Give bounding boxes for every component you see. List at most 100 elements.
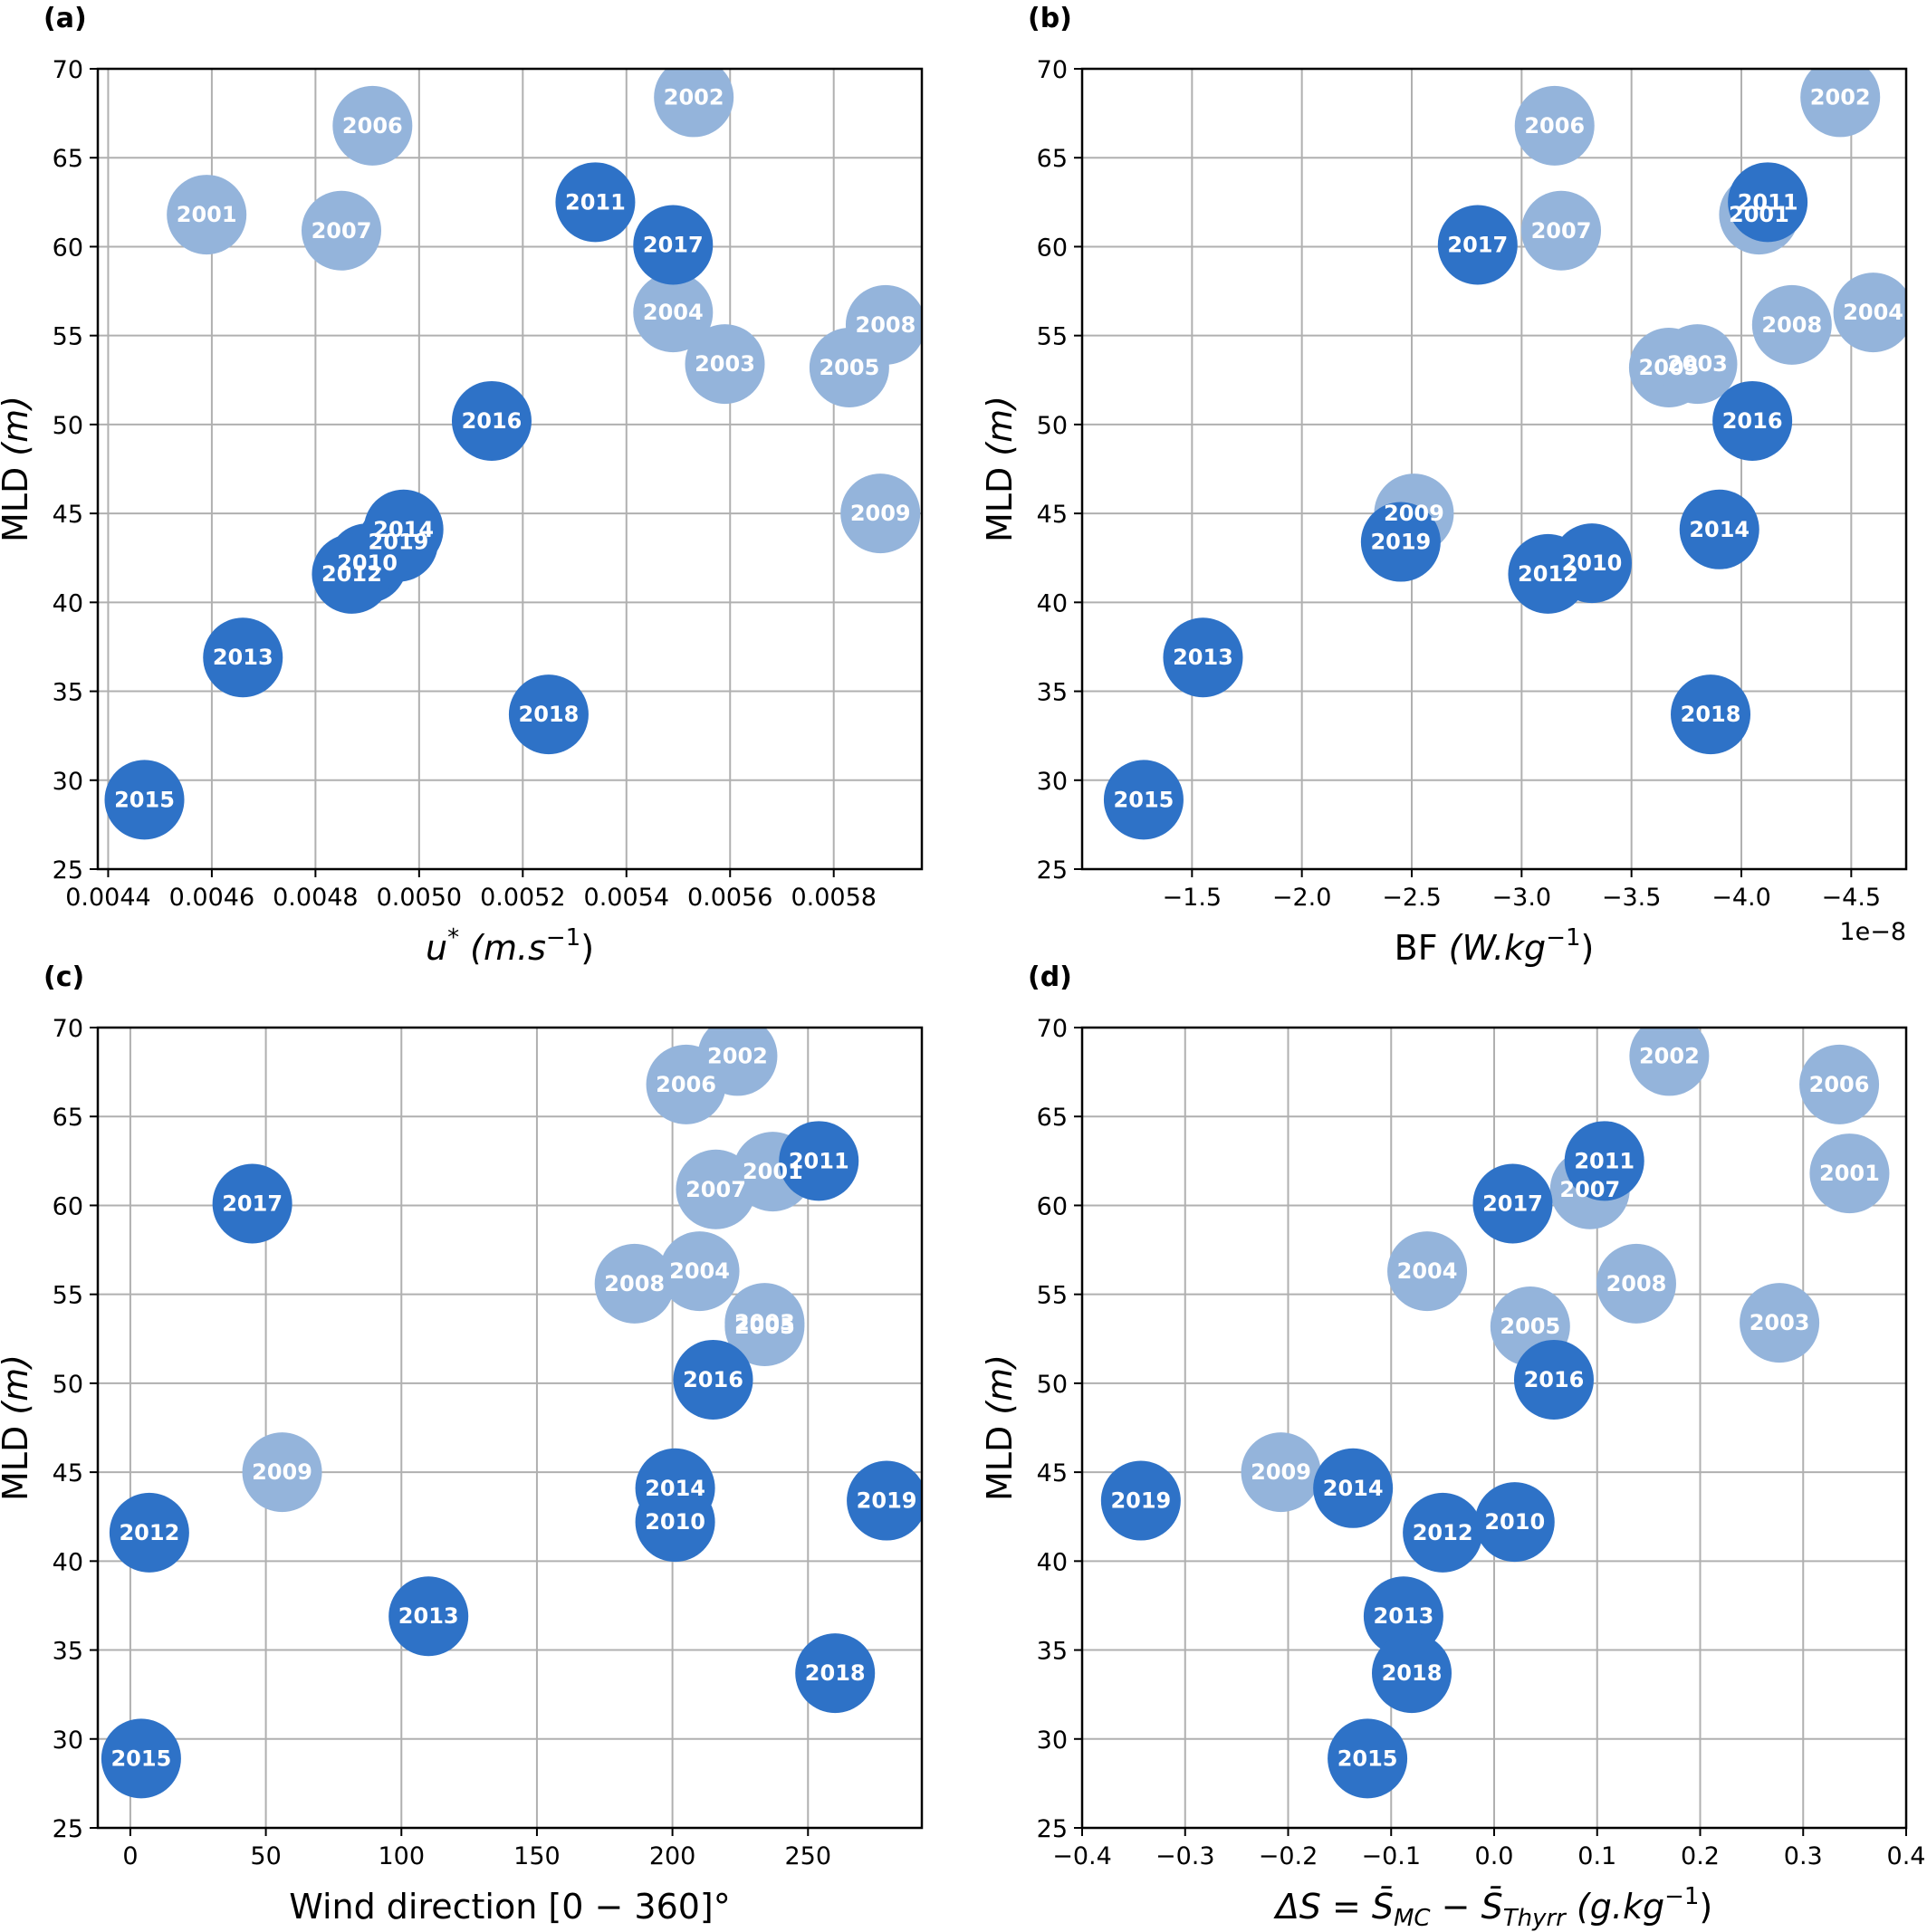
point-2008: [1751, 284, 1832, 365]
panel-d: 2002 2006 2001 2007 2004 2008 2005 2003 2009 2011…: [980, 961, 1925, 1932]
plot-frame: [96, 1026, 924, 1830]
panel-a: 2001 2006 2007 2002 2004 2003 2005 2008 2009 2011…: [0, 3, 924, 968]
y-tick-label: 50: [1037, 412, 1068, 440]
point-2001: [167, 175, 247, 255]
x-tick-label: 250: [785, 1842, 832, 1870]
point-label-2005: 2005: [1500, 1314, 1560, 1339]
point-label-2017: 2017: [1482, 1191, 1543, 1216]
y-tick-label: 70: [1037, 1015, 1068, 1043]
y-tick-label: 50: [1037, 1371, 1068, 1399]
point-label-2014: 2014: [1323, 1476, 1384, 1501]
x-tick-label: 0.3: [1784, 1842, 1823, 1870]
point-label-2001: 2001: [177, 202, 237, 227]
point-label-2012: 2012: [1413, 1520, 1473, 1545]
point-2006: [1514, 85, 1595, 166]
y-axis-label: MLD (m): [0, 1354, 35, 1501]
point-label-2002: 2002: [707, 1043, 768, 1068]
x-tick-label: 0.0052: [480, 884, 565, 912]
point-2013: [1163, 617, 1243, 698]
x-axis-label-main: u: [426, 928, 447, 968]
point-label-2011: 2011: [1738, 189, 1798, 215]
point-2017: [212, 1163, 292, 1244]
point-2009: [840, 473, 921, 554]
point-2019: [847, 1460, 922, 1541]
point-2016: [673, 1339, 753, 1420]
points: 2002 2006 2001 2007 2004 2008 2005 2003 2009 2011…: [1100, 1028, 1890, 1799]
point-2011: [1564, 1121, 1644, 1201]
point-label-2014: 2014: [373, 517, 434, 542]
point-label-2008: 2008: [856, 312, 916, 338]
panel-label: (b): [1028, 3, 1072, 34]
point-label-2018: 2018: [1382, 1660, 1443, 1686]
point-2014: [1679, 489, 1759, 569]
y-tick-label: 45: [53, 501, 83, 529]
point-2010: [635, 1482, 715, 1563]
point-2004: [659, 1231, 740, 1312]
point-2017: [1472, 1163, 1553, 1244]
y-tick-label: 40: [1037, 1548, 1068, 1576]
y-axis-label: MLD (m): [980, 396, 1020, 542]
point-2007: [301, 190, 381, 271]
point-label-2003: 2003: [734, 1310, 795, 1335]
point-label-2019: 2019: [1110, 1488, 1171, 1514]
point-2004: [633, 273, 714, 353]
x-ticks: −0.4 −0.3 −0.2 −0.1 0.0 0.1 0.2 0.3 0.4: [1052, 1828, 1925, 1870]
point-label-2010: 2010: [645, 1509, 705, 1535]
x-tick-label: 0.0056: [687, 884, 772, 912]
point-label-2004: 2004: [643, 300, 704, 325]
y-tick-label: 45: [53, 1459, 83, 1487]
x-axis-offset: 1e−8: [1839, 918, 1906, 946]
y-ticks: 25 30 35 40 45 50 55 60 65 70: [1037, 56, 1082, 885]
x-tick-label: 0.4: [1887, 1842, 1926, 1870]
x-ticks: −1.5 −2.0 −2.5 −3.0 −3.5 −4.0 −4.5: [1163, 869, 1881, 912]
point-label-2012: 2012: [119, 1520, 179, 1545]
point-label-2007: 2007: [1559, 1177, 1620, 1202]
y-tick-label: 65: [1037, 1104, 1068, 1132]
point-2015: [1328, 1718, 1408, 1799]
x-tick-label: 0.0: [1475, 1842, 1514, 1870]
y-tick-label: 30: [53, 768, 83, 796]
x-axis-label-close: ): [1581, 928, 1595, 968]
point-label-2015: 2015: [114, 787, 175, 812]
point-label-2013: 2013: [1173, 645, 1233, 670]
point-label-2001: 2001: [1729, 202, 1789, 227]
y-tick-label: 55: [53, 323, 83, 351]
x-axis-label-close: ): [1699, 1887, 1712, 1927]
point-label-2007: 2007: [685, 1177, 746, 1202]
y-axis-label: MLD (m): [980, 1354, 1020, 1501]
point-2014: [1313, 1448, 1394, 1528]
point-label-2005: 2005: [734, 1314, 795, 1339]
point-label-2006: 2006: [656, 1072, 716, 1097]
point-2005: [724, 1286, 805, 1367]
plot-frame: [1080, 67, 1908, 871]
y-tick-label: 40: [53, 1548, 83, 1576]
point-label-2012: 2012: [1518, 561, 1578, 587]
point-label-2013: 2013: [1374, 1603, 1434, 1629]
y-tick-label: 70: [53, 1015, 83, 1043]
point-2009: [242, 1432, 322, 1513]
point-label-2015: 2015: [110, 1745, 171, 1771]
point-2006: [332, 85, 413, 166]
y-tick-label: 50: [53, 1371, 83, 1399]
point-2008: [594, 1243, 675, 1324]
x-ticks: 0 50 100 150 200 250: [122, 1828, 831, 1870]
y-tick-label: 55: [53, 1282, 83, 1310]
y-axis-label-unit: (m): [980, 396, 1020, 456]
point-2012: [1508, 533, 1588, 614]
point-label-2016: 2016: [462, 408, 522, 434]
y-tick-label: 70: [53, 56, 83, 84]
y-tick-label: 65: [53, 145, 83, 173]
point-2011: [1728, 162, 1808, 243]
panel-label: (c): [43, 961, 84, 993]
x-tick-label: 0.0044: [65, 884, 150, 912]
point-2011: [555, 162, 636, 243]
y-axis-label-unit: (m): [0, 396, 35, 456]
x-axis-label: ΔS = S̄MC − S̄Thyrr (g.kg−1): [1273, 1883, 1713, 1932]
points: 2001 2006 2007 2002 2004 2003 2005 2008 2009 2011…: [104, 69, 922, 840]
x-tick-label: −1.5: [1163, 884, 1222, 912]
point-label-2016: 2016: [683, 1367, 743, 1392]
point-2015: [101, 1718, 181, 1799]
